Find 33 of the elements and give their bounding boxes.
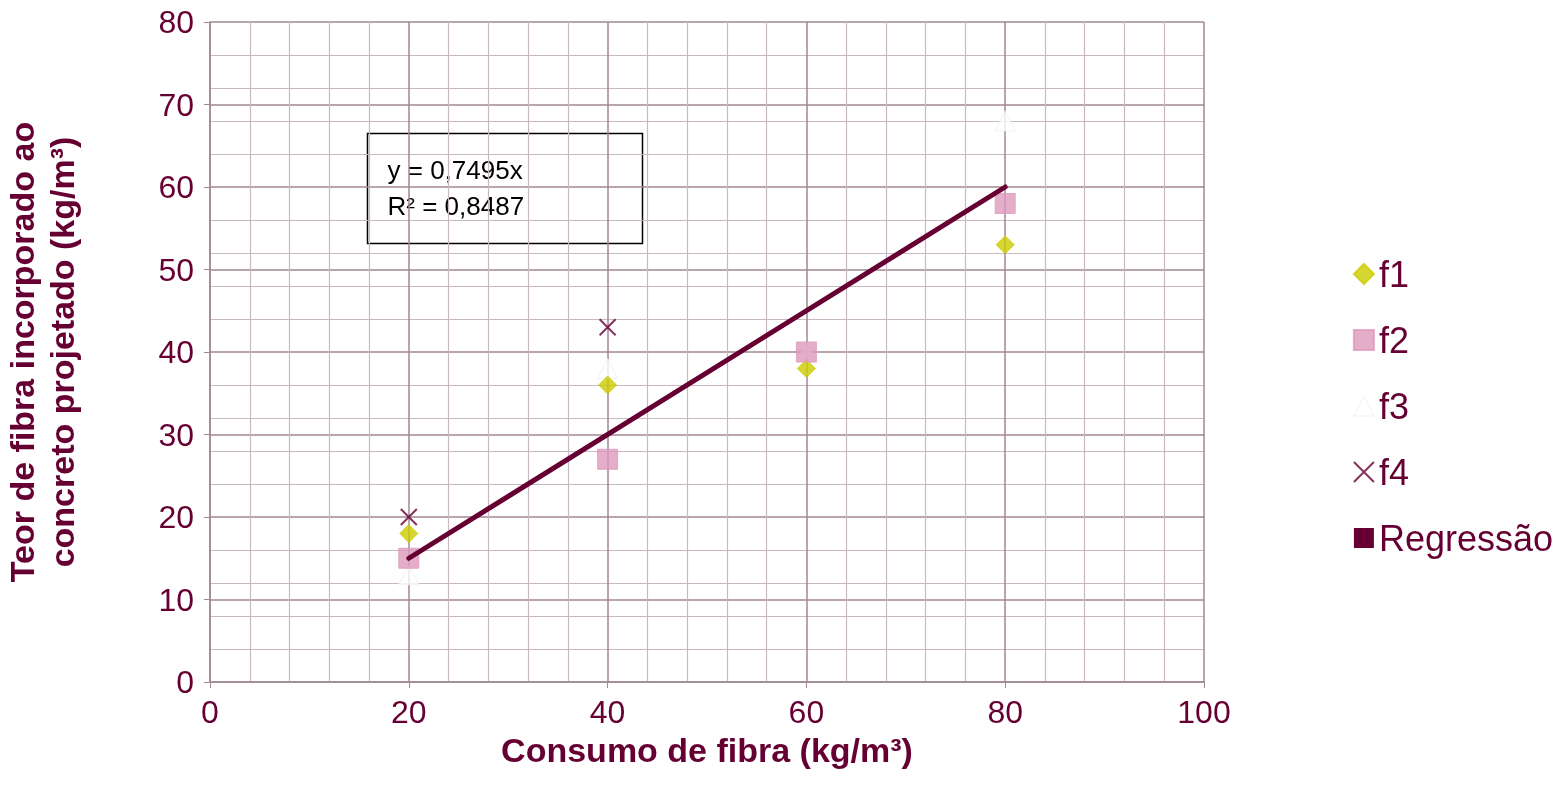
legend-label: f3 bbox=[1378, 385, 1409, 427]
annotation: R² = 0,8487 bbox=[387, 190, 525, 221]
y-tick-label: 40 bbox=[158, 334, 194, 370]
x-tick-label: 20 bbox=[391, 694, 427, 730]
x-tick-label: 0 bbox=[201, 694, 219, 730]
legend-label: Regressão bbox=[1378, 517, 1553, 559]
point bbox=[399, 508, 418, 526]
y-tick-label: 20 bbox=[158, 499, 194, 535]
point bbox=[597, 448, 619, 470]
point bbox=[994, 110, 1016, 132]
x-tick-label: 40 bbox=[589, 694, 626, 730]
y-tick-label: 60 bbox=[158, 169, 194, 205]
y-tick-label: 30 bbox=[158, 416, 194, 453]
legend-label: f1 bbox=[1378, 253, 1409, 295]
x-tick-label: 60 bbox=[788, 694, 825, 730]
point bbox=[994, 193, 1016, 214]
point bbox=[598, 318, 617, 337]
legend-label: f2 bbox=[1378, 319, 1409, 361]
point bbox=[399, 524, 419, 543]
y-tick-label: 0 bbox=[176, 664, 194, 700]
point bbox=[597, 358, 619, 379]
y-tick-label: 50 bbox=[158, 251, 194, 288]
legend-label: f4 bbox=[1378, 451, 1409, 493]
annotation: y = 0,7495x bbox=[387, 154, 523, 185]
x-tick-label: 100 bbox=[1177, 694, 1231, 730]
y-tick-label: 80 bbox=[158, 4, 194, 40]
y-axis-title: Teor de fibra incorporado ao concreto projetado (kg/m³) bbox=[3, 121, 81, 583]
x-axis-title: Consumo de fibra (kg/m³) bbox=[501, 730, 913, 769]
y-tick-label: 70 bbox=[158, 86, 194, 123]
point bbox=[598, 375, 618, 395]
point bbox=[995, 235, 1015, 255]
y-tick-label: 10 bbox=[158, 581, 194, 618]
x-tick-label: 80 bbox=[987, 694, 1023, 730]
